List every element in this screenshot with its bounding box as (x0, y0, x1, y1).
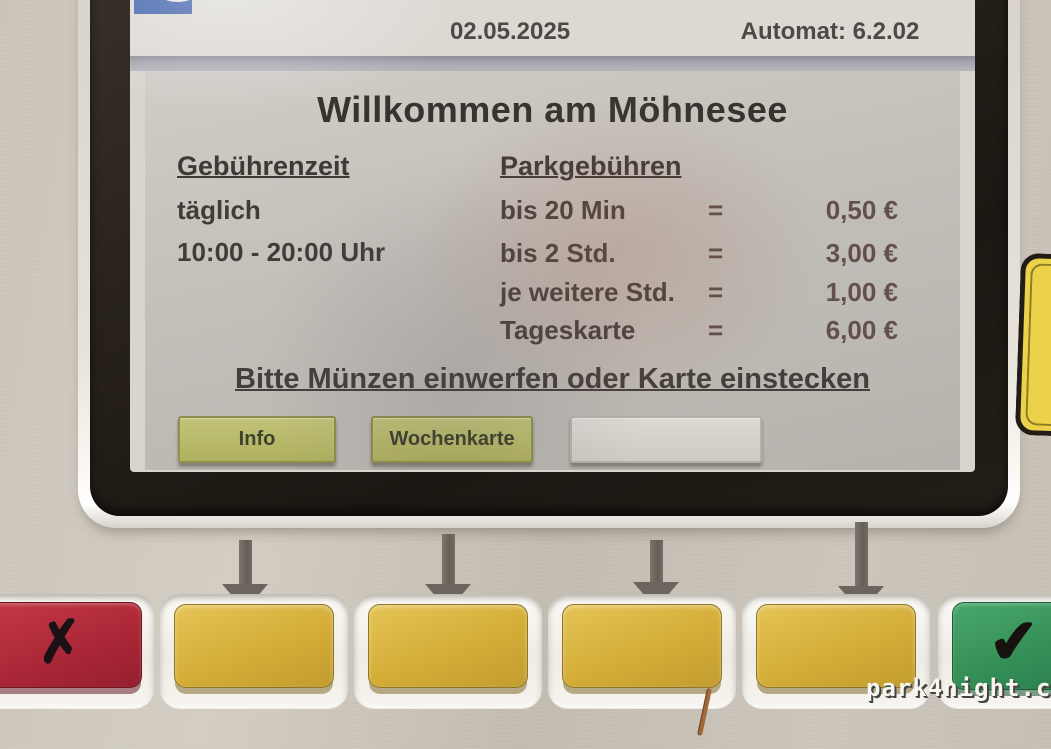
fee-time-heading: Gebührenzeit (177, 151, 350, 181)
wochenkarte-button[interactable]: Wochenkarte (371, 416, 533, 463)
ticket-machine-screen: 17:56 02.05.2025 Möhnesee Automat: 6.2.0… (130, 0, 975, 472)
fee-row: bis 2 Std. = 3,00 € (500, 238, 900, 272)
selection-button-4[interactable] (756, 604, 916, 688)
payment-instruction: Bitte Münzen einwerfen oder Karte einste… (235, 363, 870, 395)
fee-time-line: täglich (177, 195, 261, 225)
fee-label: je weitere Std. (500, 277, 675, 307)
confirm-button[interactable]: ✔ (952, 602, 1051, 690)
date-display: 02.05.2025 (449, 18, 571, 45)
confirm-check-icon: ✔ (986, 606, 1042, 677)
fee-label: bis 20 Min (500, 195, 626, 225)
yellow-side-sticker (1014, 252, 1051, 438)
fee-row: bis 20 Min = 0,50 € (500, 195, 900, 229)
equals-sign: = (708, 315, 724, 345)
screen-header: 17:56 02.05.2025 Möhnesee Automat: 6.2.0… (130, 0, 975, 56)
moehnesee-wave-logo-icon (134, 0, 192, 14)
automat-id: Automat: 6.2.02 (740, 18, 920, 45)
fee-value: 6,00 € (825, 315, 898, 345)
fee-label: bis 2 Std. (500, 238, 616, 268)
equals-sign: = (708, 195, 724, 225)
cancel-button[interactable]: ✗ (0, 602, 142, 688)
selection-button-2[interactable] (368, 604, 528, 688)
fee-row: Tageskarte = 6,00 € (500, 315, 900, 349)
park4night-watermark: park4night.com (866, 674, 1051, 702)
fee-value: 3,00 € (825, 238, 898, 268)
header-divider (130, 56, 975, 71)
info-button[interactable]: Info (178, 416, 336, 463)
blank-screen-button[interactable] (570, 416, 762, 463)
fees-heading: Parkgebühren (500, 151, 682, 181)
screen-content-panel: Willkommen am Möhnesee Gebührenzeit tägl… (145, 71, 960, 470)
cancel-x-icon: ✗ (33, 607, 87, 676)
fee-value: 1,00 € (825, 277, 898, 307)
time-display: 17:56 (360, 0, 660, 8)
selection-button-1[interactable] (174, 604, 334, 688)
fee-value: 0,50 € (825, 195, 898, 225)
fee-row: je weitere Std. = 1,00 € (500, 277, 900, 311)
equals-sign: = (708, 277, 724, 307)
fee-label: Tageskarte (500, 315, 636, 345)
selection-button-3[interactable] (562, 604, 722, 688)
fee-time-line: 10:00 - 20:00 Uhr (177, 237, 386, 267)
location-name: Möhnesee (690, 0, 970, 8)
welcome-title: Willkommen am Möhnesee (317, 89, 788, 130)
equals-sign: = (708, 238, 724, 268)
